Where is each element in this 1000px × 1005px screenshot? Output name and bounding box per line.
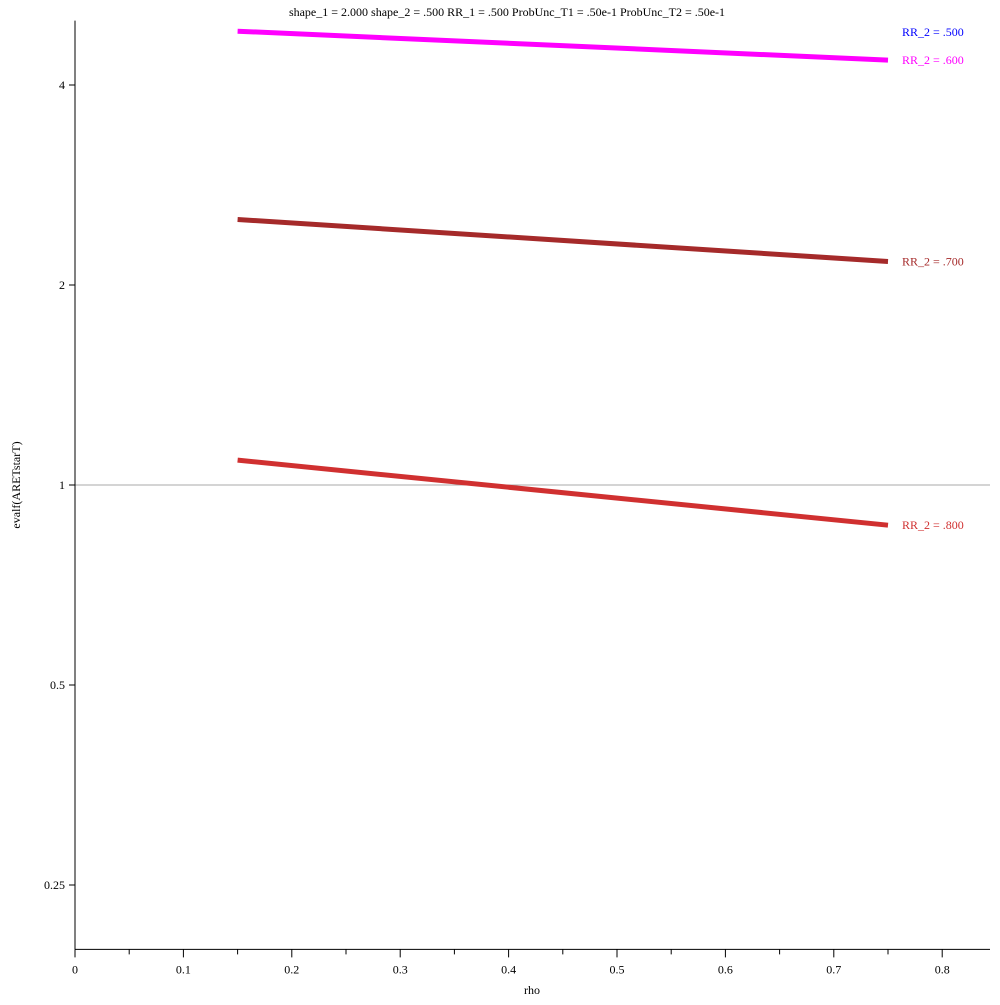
x-tick-label: 0.8	[935, 962, 950, 976]
series-line-2	[237, 216, 889, 264]
legend-label-2: RR_2 = .700	[902, 254, 964, 268]
y-tick-label: 0.25	[44, 878, 65, 892]
x-tick-label: 0.2	[284, 962, 299, 976]
x-tick-label: 0.3	[393, 962, 408, 976]
x-tick-label: 0.4	[501, 962, 516, 976]
y-tick-label: 1	[59, 478, 65, 492]
y-tick-label: 0.5	[50, 678, 65, 692]
y-tick-label: 2	[59, 278, 65, 292]
y-axis-label: evalf(ARETstarT)	[9, 441, 23, 528]
x-tick-label: 0.5	[610, 962, 625, 976]
legend-label-0: RR_2 = .500	[902, 25, 964, 39]
x-tick-label: 0.7	[826, 962, 841, 976]
y-tick-label: 4	[59, 78, 65, 92]
x-tick-label: 0.6	[718, 962, 733, 976]
legend-label-3: RR_2 = .800	[902, 518, 964, 532]
chart-title: shape_1 = 2.000 shape_2 = .500 RR_1 = .5…	[289, 5, 725, 19]
x-axis-label: rho	[524, 983, 540, 997]
series-line-3	[237, 457, 889, 528]
x-tick-label: 0	[72, 962, 78, 976]
x-tick-label: 0.1	[176, 962, 191, 976]
legend-label-1: RR_2 = .600	[902, 53, 964, 67]
series-line-1	[237, 28, 889, 63]
